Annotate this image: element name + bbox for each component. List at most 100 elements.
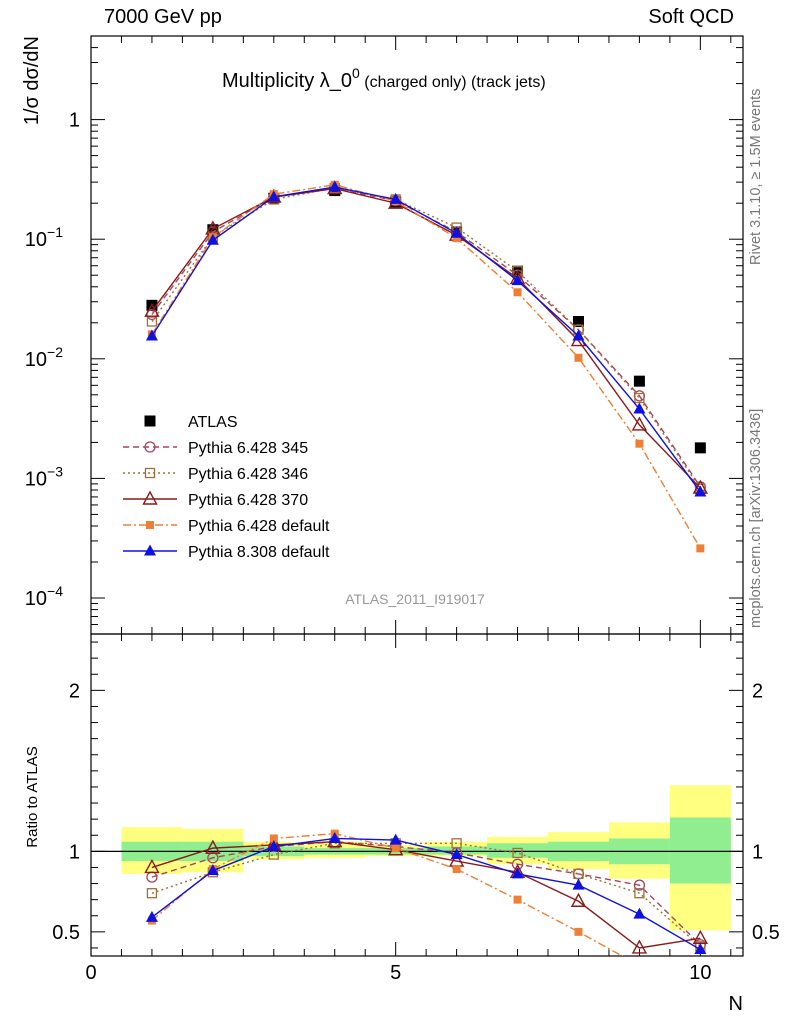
- data-point: [631, 939, 648, 954]
- header-left-label: 7000 GeV pp: [104, 6, 222, 28]
- y-axis-label-main: 1/σ dσ/dN: [21, 36, 43, 125]
- series-line: [151, 187, 701, 489]
- y-tick-label-main: 1: [69, 110, 80, 132]
- plot-title-suffix: (charged only) (track jets): [360, 74, 546, 91]
- data-point: [635, 439, 644, 448]
- data-point: [631, 416, 648, 431]
- x-axis-label: N: [729, 993, 743, 1015]
- y-tick-label-main: 10−2: [25, 344, 63, 371]
- y-tick-label-ratio: 0.5: [52, 922, 80, 944]
- data-point: [144, 302, 160, 317]
- legend-label: Pythia 6.428 default: [188, 518, 330, 535]
- data-point: [570, 892, 587, 907]
- header-right-label: Soft QCD: [648, 6, 734, 28]
- legend-label: ATLAS: [188, 414, 238, 431]
- legend-item: Pythia 6.428 346: [123, 466, 308, 483]
- analysis-tag: ATLAS_2011_I919017: [345, 591, 485, 607]
- legend-marker: [146, 521, 154, 529]
- data-point: [146, 316, 158, 327]
- legend-label: Pythia 8.308 default: [188, 544, 330, 561]
- series-line: [151, 840, 701, 949]
- legend-marker: [144, 441, 156, 453]
- data-point: [511, 274, 524, 286]
- data-point: [634, 392, 645, 404]
- legend-marker: [144, 467, 156, 479]
- data-point: [450, 848, 463, 860]
- data-point: [205, 839, 221, 854]
- data-point: [450, 226, 463, 238]
- legend-label: Pythia 6.428 346: [188, 466, 308, 483]
- green-band-bin: [487, 843, 549, 858]
- x-tick-label: 10: [689, 962, 711, 984]
- legend-item: Pythia 6.428 default: [123, 518, 330, 535]
- data-point: [634, 888, 645, 899]
- data-point: [511, 867, 524, 879]
- data-point: [633, 375, 645, 387]
- y-tick-label-ratio-right: 0.5: [752, 922, 780, 944]
- data-point: [694, 485, 707, 497]
- series-line: [151, 837, 701, 951]
- plot-frames: [90, 35, 744, 957]
- data-point: [389, 192, 402, 204]
- y-tick-label-main: 10−4: [25, 583, 63, 610]
- green-band-bin: [669, 817, 731, 884]
- data-point: [635, 962, 643, 970]
- data-series: [144, 180, 709, 992]
- data-point: [144, 858, 160, 874]
- data-point: [512, 847, 523, 859]
- x-tick-label: 0: [85, 962, 96, 984]
- series-line: [151, 842, 701, 947]
- data-point: [696, 544, 705, 553]
- data-point: [694, 943, 707, 955]
- y-tick-label-main: 10−3: [25, 463, 63, 490]
- data-point: [206, 864, 219, 876]
- data-point: [267, 190, 280, 202]
- plot-title: Multiplicity λ_00 (charged only) (track …: [222, 65, 546, 92]
- uncertainty-bands: [91, 785, 743, 931]
- series-main-5: [145, 180, 707, 497]
- data-point: [633, 402, 646, 414]
- legend: ATLAS Pythia 6.428 345 Pythia 6.428 346 Pyt…: [123, 414, 330, 561]
- data-point: [391, 844, 400, 853]
- plot-title-superscript: 0: [352, 65, 360, 81]
- series-line: [151, 186, 701, 493]
- ratio-plot-frame: [90, 633, 744, 957]
- data-point: [694, 442, 706, 454]
- legend-item: Pythia 6.428 345: [123, 440, 308, 457]
- legend-item: Pythia 8.308 default: [123, 544, 330, 561]
- data-point: [206, 233, 219, 245]
- data-point: [452, 865, 461, 874]
- data-point: [572, 316, 584, 328]
- data-point: [452, 234, 461, 243]
- y-tick-label-ratio-right: 2: [752, 680, 763, 702]
- series-line: [151, 184, 701, 549]
- y-tick-label-main: 10−1: [25, 224, 63, 251]
- legend-label: Pythia 6.428 345: [188, 440, 308, 457]
- series-line: [151, 832, 624, 956]
- data-point: [267, 840, 280, 852]
- series-ratio-4: [145, 831, 707, 955]
- y-tick-label-ratio-right: 1: [752, 841, 763, 863]
- data-point: [389, 833, 402, 845]
- data-point: [145, 329, 158, 341]
- data-point: [269, 834, 278, 843]
- data-point: [146, 888, 158, 899]
- y-axis-label-ratio: Ratio to ATLAS: [24, 746, 41, 847]
- legend-marker: [144, 415, 156, 427]
- data-point: [572, 878, 585, 890]
- data-point: [574, 353, 583, 362]
- y-tick-label-ratio: 1: [69, 841, 80, 863]
- data-point: [573, 868, 584, 880]
- data-point: [574, 927, 583, 936]
- data-point: [696, 984, 704, 992]
- data-point: [572, 329, 585, 341]
- legend-marker: [142, 490, 158, 505]
- legend-label: Pythia 6.428 370: [188, 492, 308, 509]
- legend-item: Pythia 6.428 370: [123, 490, 308, 509]
- y-tick-label-ratio: 2: [69, 680, 80, 702]
- series-line: [151, 840, 701, 946]
- data-point: [513, 895, 522, 904]
- data-point: [451, 838, 462, 849]
- data-point: [145, 910, 158, 922]
